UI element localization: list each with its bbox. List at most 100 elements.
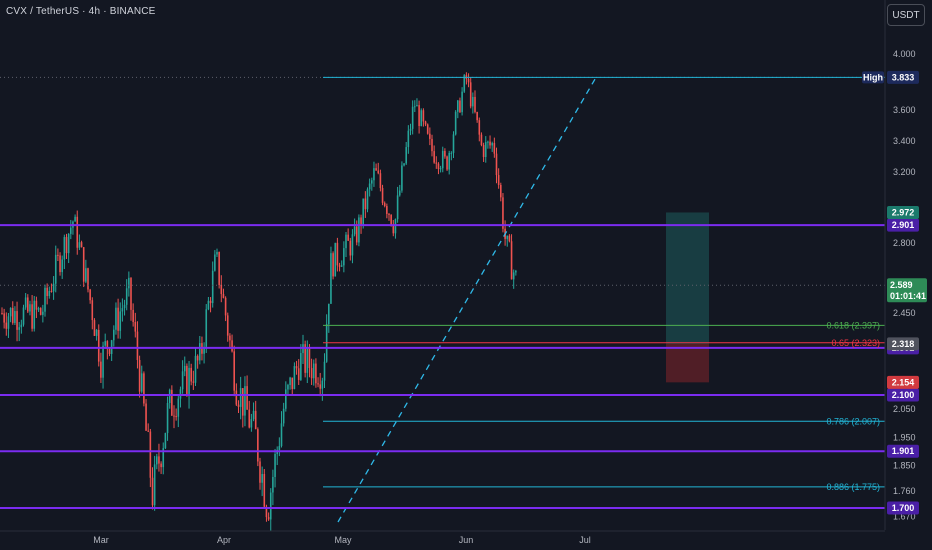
- candle-body: [457, 100, 459, 112]
- candle-body: [293, 366, 296, 389]
- candle-body: [216, 252, 218, 255]
- candle-body: [63, 237, 66, 260]
- candle-body: [424, 121, 427, 125]
- candle-body: [285, 389, 287, 409]
- candle-body: [175, 416, 177, 418]
- candle-body: [287, 385, 289, 390]
- candle-body: [317, 383, 319, 385]
- candle-body: [459, 100, 461, 113]
- candle-body: [409, 128, 412, 131]
- candle-body: [328, 303, 330, 325]
- candle-body: [37, 308, 40, 310]
- candle-body: [351, 234, 354, 256]
- candle-body: [323, 361, 326, 381]
- candle-body: [439, 168, 442, 170]
- candle-body: [332, 253, 334, 277]
- candle-body: [9, 307, 12, 317]
- candle-body: [441, 150, 444, 169]
- candle-body: [239, 388, 242, 407]
- candle-body: [472, 96, 474, 107]
- candle-body: [164, 433, 167, 449]
- last-price-text: 2.589: [890, 280, 913, 290]
- candle-body: [500, 184, 502, 198]
- candle-body: [312, 363, 315, 379]
- candle-body: [11, 307, 14, 323]
- candle-body: [308, 348, 311, 369]
- candle-body: [416, 105, 418, 107]
- candle-body: [48, 290, 51, 297]
- candle-body: [196, 355, 199, 361]
- x-tick-label: Jul: [579, 535, 591, 545]
- candle-body: [33, 300, 36, 329]
- candle-body: [414, 106, 416, 108]
- level-badge-1.901-text: 1.901: [892, 446, 915, 456]
- y-tick-label: 1.760: [893, 486, 916, 496]
- y-tick-label: 2.050: [893, 404, 916, 414]
- candle-body: [3, 313, 5, 323]
- stop-badge: [887, 375, 919, 389]
- candle-body: [57, 254, 59, 256]
- candle-body: [85, 268, 87, 282]
- level-badge-2.100-text: 2.100: [892, 390, 915, 400]
- candle-body: [508, 235, 511, 242]
- currency-button[interactable]: USDT: [887, 4, 925, 26]
- candle-body: [310, 368, 313, 379]
- y-tick-label: 4.000: [893, 49, 916, 59]
- stop-badge-text: 2.154: [892, 377, 915, 387]
- candle-body: [480, 134, 483, 146]
- candle-body: [168, 389, 171, 403]
- candle-body: [431, 138, 433, 152]
- candle-body: [263, 474, 266, 507]
- candle-body: [179, 389, 182, 399]
- candle-body: [364, 198, 367, 210]
- candle-body: [59, 255, 61, 273]
- x-tick-label: Apr: [217, 535, 231, 545]
- y-tick-label: 2.450: [893, 308, 916, 318]
- fib-label-0.786: 0.786 (2.007): [826, 416, 880, 426]
- candle-body: [476, 111, 478, 121]
- candle-body: [392, 225, 395, 234]
- high-note: [862, 71, 884, 84]
- candle-body: [14, 311, 16, 323]
- candle-body: [29, 304, 31, 312]
- price-axis-bg: [885, 0, 932, 550]
- candle-body: [454, 111, 457, 135]
- target-zone: [666, 212, 709, 344]
- candle-body: [106, 341, 109, 350]
- candle-body: [242, 388, 244, 416]
- candle-body: [330, 253, 332, 304]
- candle-body: [145, 403, 147, 431]
- candle-body: [388, 213, 390, 215]
- high-badge: [887, 70, 919, 84]
- candle-body: [484, 142, 487, 157]
- candle-body: [300, 353, 302, 380]
- candle-body: [343, 248, 345, 266]
- candle-body: [358, 217, 360, 243]
- candle-body: [115, 307, 117, 330]
- candle-body: [160, 463, 162, 468]
- candle-body: [229, 335, 231, 341]
- candle-body: [207, 300, 210, 310]
- candle-body: [16, 311, 18, 330]
- candle-body: [506, 235, 509, 239]
- candle-body: [254, 410, 257, 430]
- candle-body: [231, 340, 233, 352]
- candle-body: [429, 133, 431, 139]
- candle-body: [205, 309, 208, 347]
- candle-body: [7, 316, 10, 329]
- candle-body: [226, 315, 229, 336]
- candle-body: [446, 156, 448, 170]
- candle-body: [394, 219, 397, 234]
- candle-body: [334, 242, 337, 277]
- candle-body: [102, 345, 104, 378]
- candle-body: [119, 311, 122, 331]
- candle-body: [489, 141, 491, 146]
- candle-body: [347, 234, 349, 241]
- candle-body: [411, 106, 414, 129]
- candle-body: [510, 241, 513, 280]
- candle-body: [1, 313, 3, 314]
- candle-body: [272, 476, 274, 493]
- candle-body: [140, 373, 143, 392]
- candle-body: [89, 289, 91, 301]
